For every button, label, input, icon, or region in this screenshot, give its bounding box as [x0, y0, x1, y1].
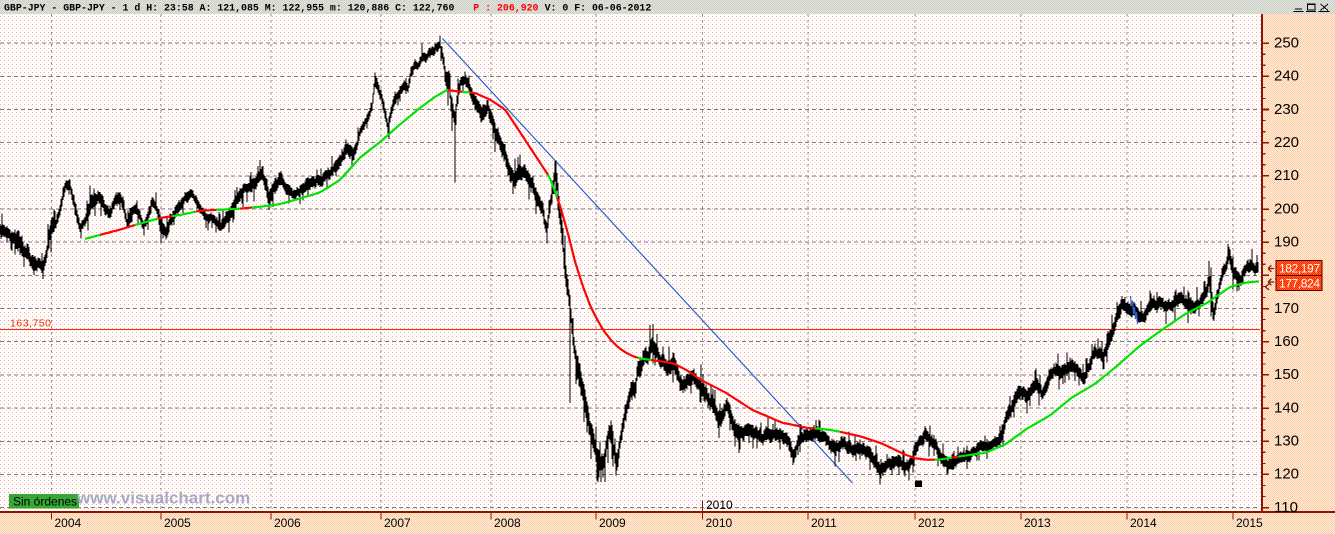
svg-text:2007: 2007 [384, 516, 411, 530]
svg-text:177,824: 177,824 [1279, 277, 1320, 291]
svg-text:2004: 2004 [55, 516, 82, 530]
svg-text:163,750: 163,750 [10, 318, 51, 330]
svg-text:P : 206,920: P : 206,920 [473, 3, 538, 14]
svg-text:2010: 2010 [706, 498, 733, 512]
svg-text:Sin órdenes: Sin órdenes [13, 495, 77, 509]
svg-text:130: 130 [1274, 433, 1299, 450]
svg-text:2013: 2013 [1024, 516, 1051, 530]
svg-text:2008: 2008 [494, 516, 521, 530]
svg-text:120: 120 [1274, 466, 1299, 483]
svg-text:2015: 2015 [1236, 516, 1263, 530]
svg-text:230: 230 [1274, 101, 1299, 118]
svg-text:2006: 2006 [274, 516, 301, 530]
svg-text:200: 200 [1274, 200, 1299, 217]
svg-text:160: 160 [1274, 333, 1299, 350]
svg-text:240: 240 [1274, 68, 1299, 85]
svg-text:V: 0 F: 06-06-2012: V: 0 F: 06-06-2012 [545, 3, 652, 14]
svg-text:170: 170 [1274, 300, 1299, 317]
svg-text:2011: 2011 [811, 516, 837, 530]
svg-text:2010: 2010 [706, 516, 733, 530]
svg-text:2005: 2005 [164, 516, 191, 530]
svg-text:2009: 2009 [599, 516, 626, 530]
svg-text:182,197: 182,197 [1279, 262, 1320, 276]
svg-text:110: 110 [1274, 499, 1298, 516]
svg-text:140: 140 [1274, 399, 1299, 416]
svg-text:2014: 2014 [1130, 516, 1157, 530]
svg-text:190: 190 [1274, 234, 1299, 251]
svg-text:250: 250 [1274, 35, 1299, 52]
svg-text:210: 210 [1274, 167, 1299, 184]
svg-text:220: 220 [1274, 134, 1299, 151]
svg-text:150: 150 [1274, 366, 1299, 383]
svg-text:www.visualchart.com: www.visualchart.com [76, 489, 250, 508]
svg-text:2012: 2012 [918, 516, 945, 530]
svg-text:GBP-JPY - GBP-JPY - 1 d H: 23: GBP-JPY - GBP-JPY - 1 d H: 23:58 A: 121,… [4, 3, 454, 14]
